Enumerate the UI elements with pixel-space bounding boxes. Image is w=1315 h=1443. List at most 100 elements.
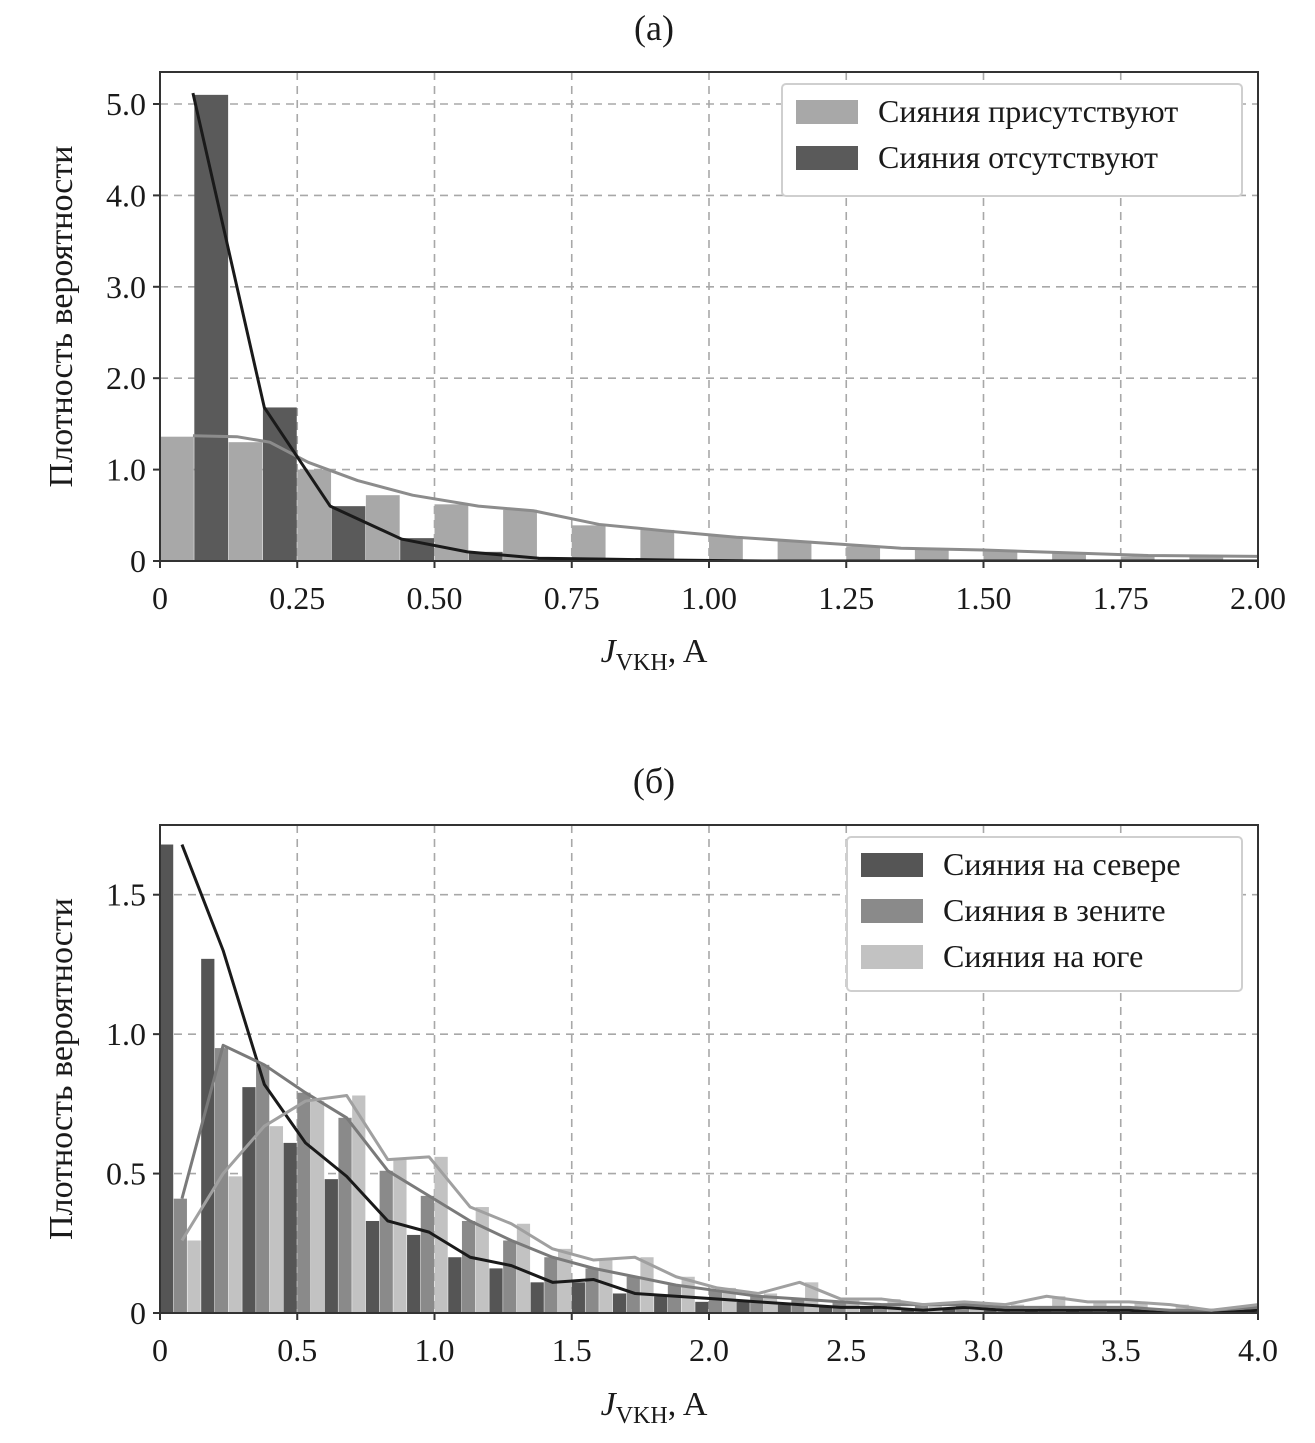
bar	[297, 1092, 311, 1313]
bar	[777, 1304, 791, 1313]
y-tick-label: 1.5	[106, 877, 146, 913]
x-tick-label: 0	[152, 580, 168, 616]
bar	[489, 1268, 503, 1313]
bar	[187, 1240, 201, 1313]
series-bars	[194, 94, 709, 561]
bar	[160, 436, 194, 561]
x-tick-label: 0.25	[269, 580, 325, 616]
x-tick-label: 1.25	[818, 580, 874, 616]
x-tick-label: 3.5	[1101, 1332, 1141, 1368]
legend-label: Сияния на юге	[943, 938, 1143, 974]
bar	[1258, 1305, 1271, 1313]
bar	[228, 442, 263, 561]
x-tick-label: 1.0	[415, 1332, 455, 1368]
bar	[352, 1095, 366, 1313]
bar	[1120, 556, 1155, 561]
legend-label: Сияния присутствуют	[878, 93, 1178, 129]
y-tick-label: 0	[130, 1295, 146, 1331]
y-tick-label: 4.0	[106, 177, 146, 213]
bar	[448, 1257, 462, 1313]
x-axis-label-symbol: J	[601, 633, 618, 670]
x-tick-label: 4.0	[1238, 1332, 1278, 1368]
bar	[571, 525, 606, 561]
bar	[818, 1307, 833, 1313]
bar	[626, 1276, 640, 1313]
x-axis-label: JVKH, A	[601, 633, 708, 676]
y-axis-label: Плотность вероятности	[43, 146, 80, 488]
x-axis-label-unit: , A	[668, 1386, 708, 1423]
bar	[228, 1176, 242, 1313]
series-line	[180, 1093, 1258, 1312]
legend-frame	[781, 83, 1243, 197]
x-tick-label: 2.0	[689, 1332, 729, 1368]
x-tick-label: 0	[152, 1332, 168, 1368]
x-tick-label: 1.75	[1093, 580, 1149, 616]
x-axis-label-unit: , A	[668, 633, 708, 670]
y-tick-label: 0	[130, 543, 146, 579]
panel-title: (б)	[633, 761, 675, 801]
bar	[242, 1087, 256, 1313]
x-tick-label: 3.0	[964, 1332, 1004, 1368]
x-axis-label: JVKH, A	[601, 1386, 708, 1429]
bar	[571, 1282, 585, 1313]
legend-label: Сияния отсутствуют	[878, 139, 1158, 175]
bar	[640, 1257, 654, 1313]
bar	[324, 1179, 338, 1313]
legend-label: Сияния на севере	[943, 846, 1181, 882]
y-tick-label: 3.0	[106, 269, 146, 305]
series-bars	[160, 436, 1224, 561]
bar	[269, 1126, 284, 1313]
bar	[942, 1307, 956, 1313]
bar	[585, 1268, 599, 1313]
plot-area	[160, 92, 1258, 561]
bar	[846, 546, 881, 561]
legend-label: Сияния в зените	[943, 892, 1166, 928]
bar	[214, 1048, 229, 1313]
bar	[709, 536, 743, 561]
bar	[160, 844, 174, 1313]
bar	[407, 1234, 421, 1313]
x-tick-label: 0.75	[544, 580, 600, 616]
bar	[791, 1299, 805, 1313]
bar	[612, 1293, 627, 1313]
panel-title: (a)	[634, 8, 674, 48]
bar	[1189, 556, 1224, 561]
legend-swatch	[796, 146, 858, 170]
x-tick-label: 2.00	[1230, 580, 1286, 616]
legend-swatch	[861, 945, 923, 969]
legend: Сияния на севере Сияния в зените Сияния на…	[846, 836, 1243, 992]
series-line	[180, 843, 1258, 1313]
bar	[201, 958, 215, 1313]
legend-swatch	[861, 899, 923, 923]
bar	[530, 1282, 544, 1313]
bar	[901, 1310, 915, 1313]
bar	[173, 1198, 187, 1313]
bar	[859, 1307, 874, 1313]
x-tick-label: 0.50	[407, 580, 463, 616]
legend-swatch	[861, 853, 923, 877]
bar	[667, 1285, 682, 1313]
y-axis-label: Плотность вероятности	[43, 898, 80, 1240]
bar	[914, 549, 949, 561]
bar	[434, 1156, 448, 1313]
bar	[709, 1290, 723, 1313]
bar	[750, 1296, 764, 1313]
plot-area	[160, 843, 1271, 1313]
x-tick-label: 1.00	[681, 580, 737, 616]
x-tick-label: 1.5	[552, 1332, 592, 1368]
y-tick-label: 2.0	[106, 360, 146, 396]
bar	[640, 529, 675, 561]
bar	[777, 540, 812, 561]
y-tick-label: 1.0	[106, 452, 146, 488]
bar	[256, 1064, 270, 1313]
x-axis-label-symbol: J	[601, 1386, 618, 1423]
bar	[461, 1220, 476, 1313]
x-tick-label: 0.5	[277, 1332, 317, 1368]
panel-b: 0 0.5 1.0 1.5 2.0 2.5 3.0 3.5 4.0 0 0.5 1.0 1.5 (б) JV…	[43, 761, 1278, 1429]
bar	[420, 1195, 434, 1313]
bar	[983, 550, 1018, 561]
x-axis-label-subscript: VKH	[616, 1403, 668, 1429]
bar	[365, 1220, 380, 1313]
legend-swatch	[796, 100, 858, 124]
bar	[379, 1170, 393, 1313]
